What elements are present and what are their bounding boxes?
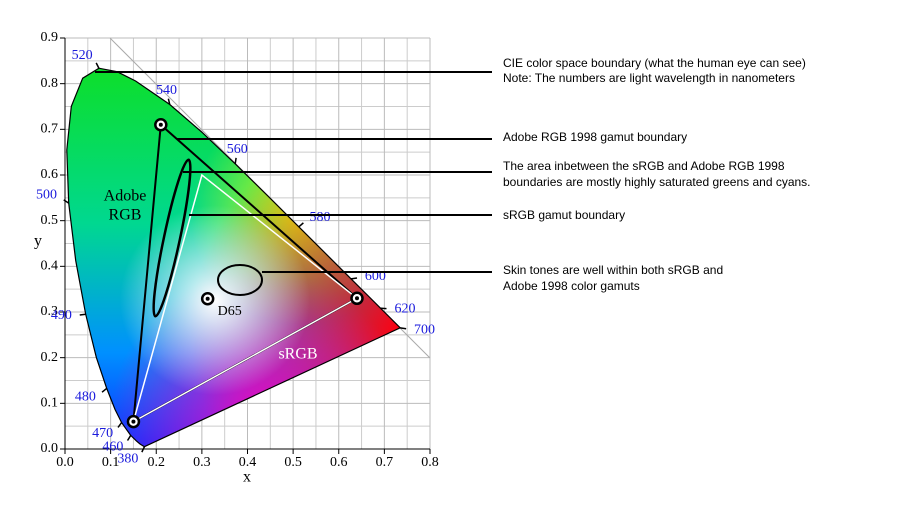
- y-tick-label: 0.6: [41, 167, 59, 182]
- wavelength-tick: [350, 277, 358, 280]
- gamut-label: Adobe: [104, 188, 147, 205]
- white-point-dot: [205, 296, 210, 301]
- wavelength-label: 560: [227, 142, 248, 157]
- primary-marker-dot: [355, 296, 359, 301]
- x-tick-label: 0.0: [56, 455, 74, 470]
- x-tick-label: 0.2: [148, 455, 166, 470]
- white-point-label: D65: [218, 304, 242, 319]
- wavelength-tick: [79, 313, 86, 316]
- primary-marker-dot: [158, 122, 163, 127]
- annotation-text: boundaries are mostly highly saturated g…: [503, 175, 811, 189]
- wavelength-tick: [141, 446, 146, 453]
- x-tick-label: 0.4: [239, 455, 257, 470]
- y-tick-label: 0.3: [41, 304, 59, 319]
- y-tick-label: 0.9: [41, 30, 59, 45]
- annotation-text: The area inbetween the sRGB and Adobe RG…: [503, 159, 785, 173]
- y-tick-label: 0.8: [41, 76, 59, 91]
- wavelength-label: 500: [36, 188, 57, 203]
- wavelength-label: 580: [309, 210, 330, 225]
- wavelength-tick: [95, 62, 100, 69]
- y-tick-label: 0.0: [41, 441, 59, 456]
- wavelength-tick: [117, 422, 123, 428]
- x-tick-label: 0.5: [284, 455, 302, 470]
- annotations: CIE color space boundary (what the human…: [95, 56, 811, 293]
- wavelength-tick: [63, 199, 70, 204]
- annotation-text: Note: The numbers are light wavelength i…: [503, 71, 795, 85]
- annotation-text: CIE color space boundary (what the human…: [503, 56, 806, 70]
- wavelength-label: 620: [394, 301, 415, 316]
- wavelength-label: 700: [414, 322, 435, 337]
- green-region-ellipse: [152, 158, 192, 318]
- skin-tone-ellipse: [217, 264, 263, 296]
- gamut-label: sRGB: [278, 346, 317, 363]
- primary-marker-dot: [131, 419, 136, 424]
- x-tick-label: 0.6: [330, 455, 348, 470]
- wavelength-label: 490: [51, 308, 72, 323]
- plot: 380460470480490500520540560580600620700A…: [36, 48, 435, 467]
- wavelength-tick: [167, 98, 171, 105]
- x-tick-label: 0.7: [376, 455, 394, 470]
- annotation-text: Adobe RGB 1998 gamut boundary: [503, 130, 687, 144]
- x-tick-label: 0.1: [102, 455, 120, 470]
- annotation-text: sRGB gamut boundary: [503, 208, 625, 222]
- wavelength-label: 460: [102, 440, 123, 455]
- wavelength-tick: [400, 327, 407, 330]
- x-tick-label: 0.3: [193, 455, 211, 470]
- wavelength-tick: [298, 222, 304, 228]
- spectral-locus: [66, 67, 402, 448]
- x-tick-label: 0.8: [421, 455, 439, 470]
- wavelength-label: 470: [92, 426, 113, 441]
- wavelength-label: 540: [156, 83, 177, 98]
- wavelength-label: 480: [75, 390, 96, 405]
- y-axis-label: y: [34, 233, 42, 250]
- wavelength-tick: [234, 157, 237, 164]
- wavelength-tick: [126, 435, 132, 441]
- y-tick-label: 0.5: [41, 213, 59, 228]
- y-tick-label: 0.7: [41, 122, 59, 137]
- gamut-label: RGB: [109, 207, 142, 224]
- gamut-triangle: [132, 173, 359, 424]
- y-tick-label: 0.2: [41, 350, 59, 365]
- y-tick-label: 0.1: [41, 396, 59, 411]
- wavelength-label: 380: [117, 452, 138, 467]
- x-axis-label: x: [243, 469, 251, 486]
- annotation-text: Skin tones are well within both sRGB and: [503, 263, 723, 277]
- y-tick-label: 0.4: [41, 259, 59, 274]
- annotation-text: Adobe 1998 color gamuts: [503, 279, 640, 293]
- wavelength-tick: [101, 387, 108, 393]
- wavelength-label: 520: [72, 48, 93, 63]
